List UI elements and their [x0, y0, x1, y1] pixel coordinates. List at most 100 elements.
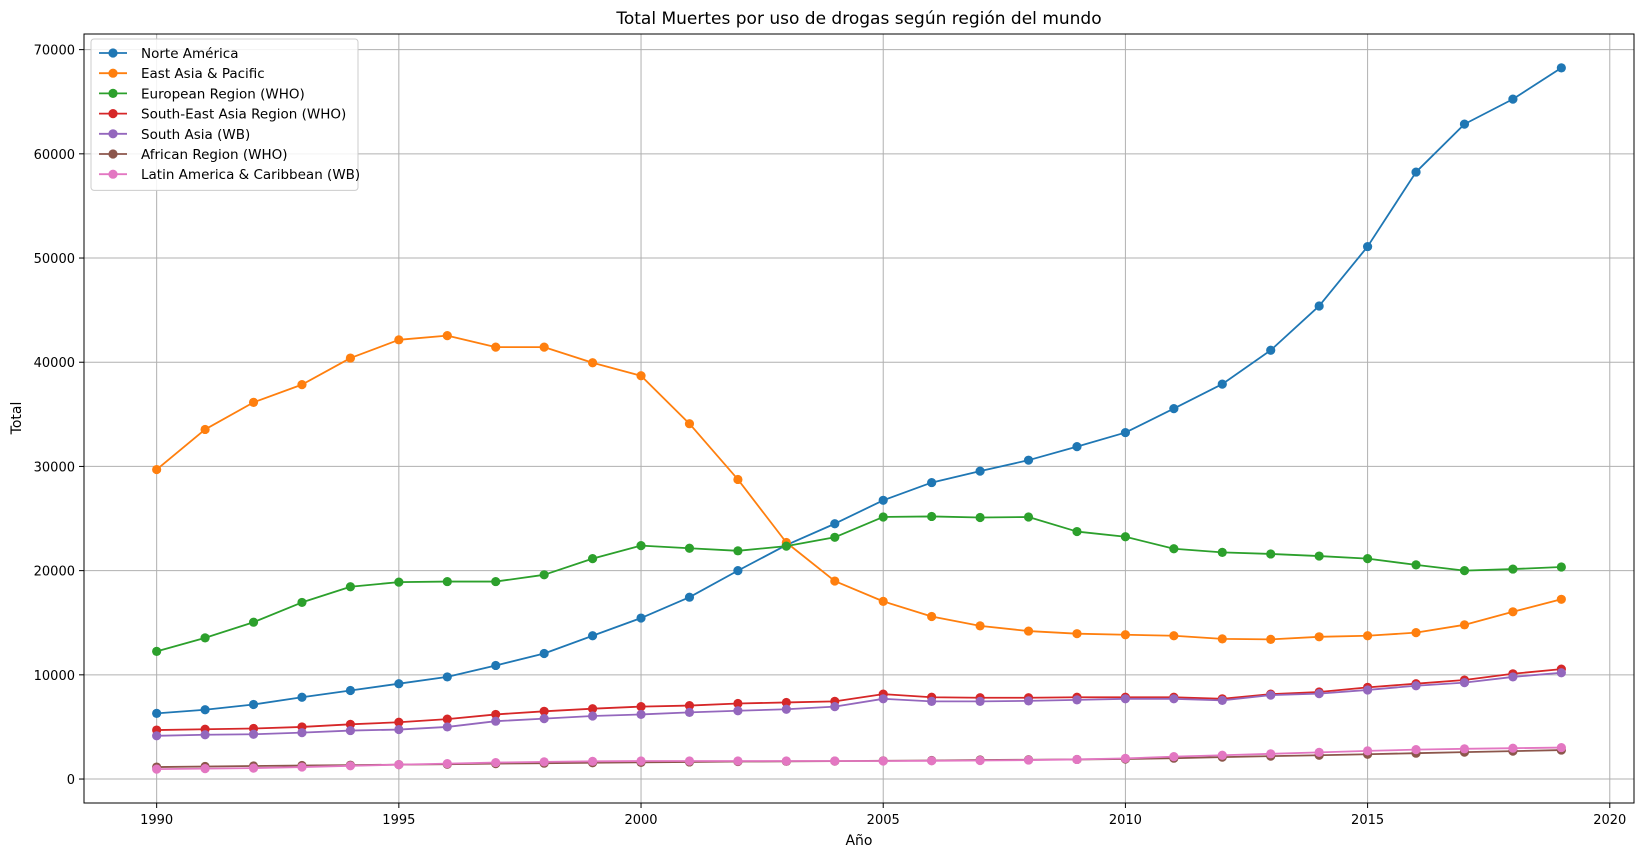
data-point	[1508, 672, 1518, 682]
data-point	[248, 729, 259, 739]
data-point	[878, 694, 888, 704]
y-tick-label: 10000	[34, 669, 75, 684]
x-tick-label: 2000	[624, 813, 657, 828]
data-point	[781, 541, 791, 551]
data-point	[927, 477, 937, 488]
data-point	[975, 512, 985, 523]
legend-marker	[108, 88, 118, 98]
data-point	[442, 331, 452, 341]
data-point	[539, 570, 549, 580]
legend-marker	[108, 48, 118, 58]
data-point	[1314, 688, 1324, 699]
legend-item: East Asia & Pacific	[99, 66, 265, 82]
data-point	[975, 621, 985, 631]
legend-label: European Region (WHO)	[141, 86, 305, 102]
data-point	[491, 342, 501, 352]
data-point	[975, 466, 985, 476]
series-line	[156, 515, 1562, 653]
data-point	[1266, 345, 1276, 355]
data-point	[539, 648, 549, 659]
data-point	[1362, 554, 1373, 564]
y-tick-label: 20000	[34, 565, 75, 580]
x-tick-label: 1990	[140, 813, 173, 828]
data-point	[442, 714, 452, 724]
data-point	[684, 543, 695, 553]
data-point	[152, 731, 162, 741]
data-point	[1169, 752, 1179, 762]
data-point	[684, 419, 695, 429]
data-point	[1023, 455, 1034, 465]
y-tick-label: 50000	[34, 252, 75, 267]
data-point	[1217, 634, 1227, 644]
y-tick-label: 60000	[34, 148, 75, 163]
data-point	[975, 755, 985, 766]
data-point	[152, 464, 162, 475]
legend-label: South Asia (WB)	[141, 127, 250, 143]
data-point	[200, 764, 210, 774]
data-point	[1169, 694, 1179, 704]
data-point	[1169, 404, 1179, 414]
y-tick-label: 40000	[34, 356, 75, 371]
x-tick-label: 2020	[1593, 813, 1626, 828]
data-point	[975, 696, 985, 707]
data-point	[491, 576, 501, 587]
data-point	[830, 576, 840, 586]
data-point	[442, 576, 452, 587]
data-point	[200, 730, 210, 740]
data-point	[1120, 630, 1131, 640]
data-point	[830, 519, 840, 529]
data-point	[345, 685, 356, 696]
series-lines	[152, 63, 1566, 774]
legend-marker	[108, 149, 118, 159]
data-point	[539, 342, 549, 352]
data-point	[684, 700, 695, 711]
data-point	[927, 756, 937, 766]
data-point	[1023, 755, 1034, 765]
legend-item: Latin America & Caribbean (WB)	[99, 167, 360, 183]
legend-label: Norte América	[141, 46, 239, 62]
data-point	[587, 631, 598, 641]
x-axis-title: Año	[845, 833, 872, 849]
legend-label: East Asia & Pacific	[141, 66, 265, 82]
data-point	[684, 756, 695, 766]
data-point	[1362, 631, 1373, 641]
series-line	[156, 668, 1562, 731]
data-point	[1217, 695, 1227, 705]
x-tick-label: 1995	[382, 813, 415, 828]
x-tick-label: 2010	[1109, 813, 1142, 828]
legend-item: South-East Asia Region (WHO)	[99, 107, 346, 123]
axes: 1990 1995 2000 2005 2010 2015 2020 0 10000 20000 3…	[34, 33, 1635, 828]
data-point	[1459, 566, 1470, 576]
data-point	[200, 424, 210, 435]
series-2	[152, 511, 1566, 656]
legend-label: South-East Asia Region (WHO)	[141, 107, 346, 123]
data-point	[1556, 594, 1566, 604]
data-point	[878, 756, 888, 766]
data-point	[1217, 750, 1227, 760]
data-point	[1459, 620, 1470, 630]
data-point	[1362, 685, 1373, 695]
data-point	[1459, 678, 1470, 688]
data-point	[1556, 742, 1566, 753]
data-point	[1314, 301, 1324, 311]
data-point	[1266, 690, 1276, 700]
data-point	[1266, 749, 1276, 759]
data-point	[1411, 628, 1421, 638]
series-0	[152, 63, 1566, 718]
data-point	[394, 679, 404, 689]
data-point	[1508, 743, 1518, 753]
data-point	[539, 713, 549, 724]
data-point	[491, 660, 501, 671]
series-line	[156, 671, 1562, 737]
data-point	[539, 757, 549, 767]
data-point	[733, 546, 743, 556]
data-point	[394, 724, 404, 735]
data-point	[1411, 560, 1421, 570]
legend-item: European Region (WHO)	[99, 86, 305, 102]
data-point	[1072, 442, 1082, 452]
data-point	[636, 371, 646, 381]
data-point	[878, 512, 888, 522]
data-point	[587, 711, 598, 721]
data-point	[781, 704, 791, 714]
